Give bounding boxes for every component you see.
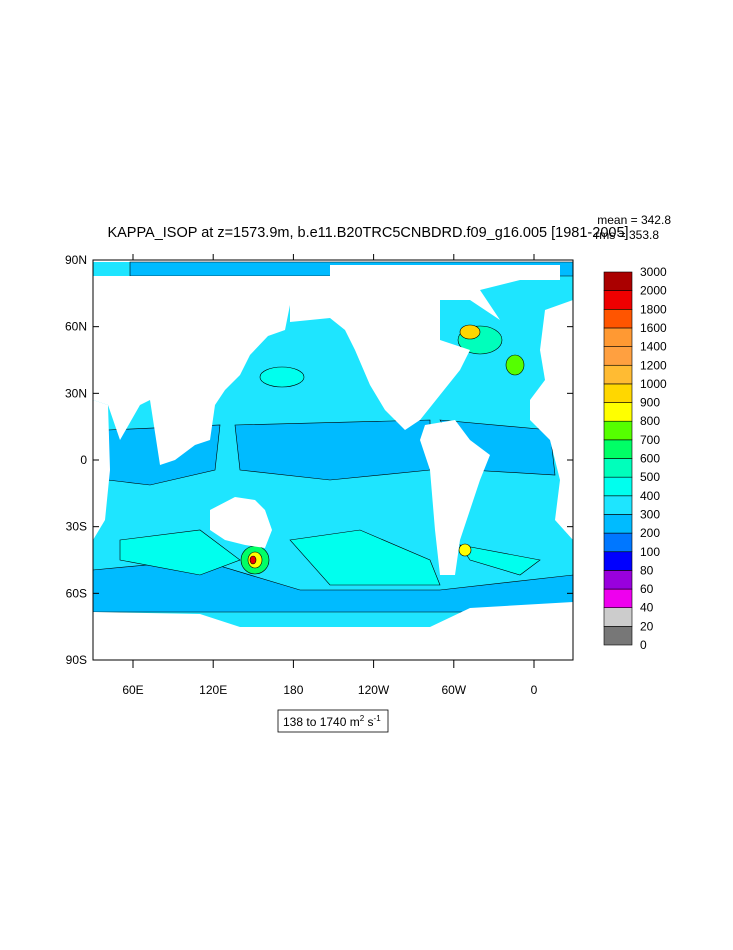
- colorbar-box: [603, 327, 633, 347]
- units-sup: -1: [374, 714, 382, 723]
- colorbar-label: 1400: [640, 340, 667, 354]
- colorbar-box: [603, 551, 633, 571]
- colorbar-box: [603, 532, 633, 553]
- lat-label: 30N: [65, 386, 87, 400]
- colorbar-label: 400: [640, 489, 660, 503]
- lat-label: 60N: [65, 320, 87, 334]
- colorbar-label: 1000: [640, 377, 667, 391]
- lat-label: 90N: [65, 253, 87, 267]
- mean: mean = 342.8: [597, 213, 671, 227]
- colorbar-box: [603, 346, 633, 366]
- title: KAPPA_ISOP at z=1573.9m, b.e11.B20TRC5CN…: [107, 225, 628, 241]
- lat-label: 30S: [66, 520, 87, 534]
- colorbar-label: 500: [640, 470, 660, 484]
- units-box: [277, 709, 389, 733]
- colorbar-label: 800: [640, 414, 660, 428]
- contour-band: [119, 366, 541, 586]
- colorbar-label: 3000: [640, 265, 667, 279]
- units-text: s: [364, 715, 373, 729]
- units-sup: 2: [360, 714, 365, 723]
- colorbar-box: [603, 514, 633, 534]
- colorbar-box: [603, 308, 633, 329]
- colorbar-box: [603, 364, 633, 385]
- colorbar-label: 1200: [640, 358, 667, 372]
- colorbar-label: 200: [640, 526, 660, 540]
- colorbar-box: [603, 570, 633, 590]
- lon-label: 0: [531, 683, 538, 697]
- colorbar-label: 900: [640, 396, 660, 410]
- lon-label: 60W: [441, 683, 466, 697]
- colorbar-label: 80: [640, 563, 654, 577]
- colorbar-label: 20: [640, 619, 654, 633]
- colorbar-box: [603, 458, 633, 478]
- contour-hotspot: [240, 324, 525, 575]
- lon-label: 120E: [199, 683, 227, 697]
- lon-label: 120W: [358, 683, 390, 697]
- colorbar: 0 20 40 60 80 100 200 300 400 500 600 700 800 900 1000…: [603, 265, 667, 652]
- colorbar-label: 1600: [640, 321, 667, 335]
- lon-label: 180: [283, 683, 303, 697]
- map-fill: [93, 261, 573, 660]
- colorbar-box: [603, 383, 633, 403]
- colorbar-label: 600: [640, 452, 660, 466]
- units: 138 to 1740 m2 s-1: [283, 714, 381, 729]
- colorbar-label: 100: [640, 545, 660, 559]
- colorbar-box: [603, 420, 633, 441]
- colorbar-label: 2000: [640, 284, 667, 298]
- colorbar-label: 60: [640, 582, 654, 596]
- land: [93, 265, 573, 660]
- colorbar-box: [603, 290, 633, 310]
- rms: rms = 353.8: [595, 228, 659, 242]
- colorbar-box: [603, 607, 633, 627]
- lat-label: 90S: [66, 653, 87, 667]
- colorbar-label: 1800: [640, 302, 667, 316]
- colorbar-box: [603, 271, 633, 291]
- colorbar-box: [603, 476, 633, 497]
- colorbar-box: [603, 495, 633, 515]
- colorbar-label: 300: [640, 507, 660, 521]
- axis-ticks: 90N 60N 30N 0 30S 60S 90S 60E 120E 180 120W 60W 0: [65, 253, 573, 697]
- colorbar-box: [603, 439, 633, 459]
- lat-label: 60S: [66, 586, 87, 600]
- colorbar-box: [603, 402, 633, 422]
- colorbar-label: 40: [640, 601, 654, 615]
- lon-label: 60E: [122, 683, 143, 697]
- colorbar-box: [603, 626, 633, 646]
- colorbar-label: 700: [640, 433, 660, 447]
- colorbar-box: [603, 588, 633, 608]
- units-text: 138 to 1740 m: [283, 715, 360, 729]
- lat-label: 0: [80, 453, 87, 467]
- colorbar-label: 0: [640, 638, 647, 652]
